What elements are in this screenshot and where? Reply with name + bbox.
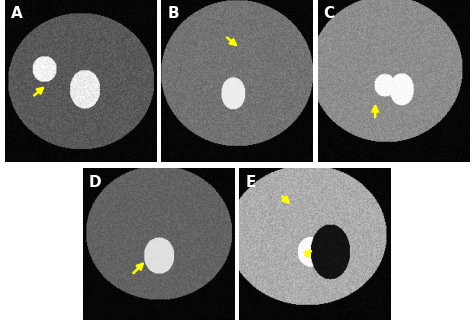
Text: E: E bbox=[246, 175, 256, 190]
Text: D: D bbox=[89, 175, 101, 190]
Text: C: C bbox=[324, 6, 335, 21]
Text: B: B bbox=[167, 6, 179, 21]
Text: A: A bbox=[11, 6, 23, 21]
